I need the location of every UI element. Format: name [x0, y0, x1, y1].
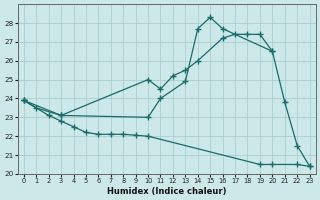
X-axis label: Humidex (Indice chaleur): Humidex (Indice chaleur): [107, 187, 227, 196]
